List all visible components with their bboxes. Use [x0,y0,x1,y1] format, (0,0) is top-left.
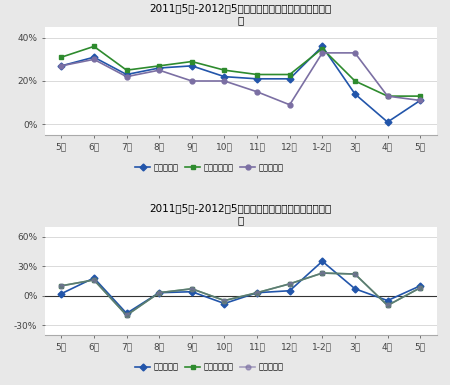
Line: 工业销售产值: 工业销售产值 [59,44,423,99]
Line: 工业总产值: 工业总产值 [59,259,423,316]
出口交货值 [157,68,162,72]
工业销售产值 [91,278,97,282]
工业总产值 [58,291,64,296]
出口交货值 [222,79,227,83]
工业总产值 [320,44,325,49]
工业销售产值 [418,286,423,290]
出口交货值 [189,286,194,291]
Line: 出口交货值: 出口交货值 [59,271,423,318]
工业总产值 [157,290,162,295]
工业销售产值 [189,286,194,291]
工业销售产值 [287,281,292,286]
工业销售产值 [254,290,260,295]
工业总产值 [91,276,97,280]
出口交货值 [352,50,358,55]
工业销售产值 [58,55,64,60]
Title: 2011年5月-2012年5月石化通用行业产销环比增长趋势
图: 2011年5月-2012年5月石化通用行业产销环比增长趋势 图 [149,203,332,225]
工业销售产值 [157,290,162,295]
出口交货值 [58,64,64,68]
工业总产值 [287,288,292,293]
工业销售产值 [124,313,129,318]
出口交货值 [385,303,390,308]
工业总产值 [254,290,260,295]
Legend: 工业总产值, 工业销售产值, 出口交货值: 工业总产值, 工业销售产值, 出口交货值 [135,363,284,372]
工业总产值 [352,92,358,96]
出口交货值 [320,271,325,275]
出口交货值 [124,313,129,318]
Title: 2011年5月-2012年5月石化通用行业产销同比增长趋势
图: 2011年5月-2012年5月石化通用行业产销同比增长趋势 图 [149,3,332,25]
工业总产值 [287,77,292,81]
工业销售产值 [385,303,390,308]
工业总产值 [58,64,64,68]
工业销售产值 [320,46,325,51]
工业销售产值 [222,298,227,303]
工业总产值 [91,55,97,60]
出口交货值 [124,74,129,79]
工业销售产值 [254,72,260,77]
出口交货值 [352,272,358,276]
出口交货值 [91,278,97,282]
出口交货值 [320,50,325,55]
工业销售产值 [352,79,358,83]
出口交货值 [418,98,423,103]
工业总产值 [320,259,325,264]
工业总产值 [352,286,358,291]
工业销售产值 [287,72,292,77]
工业总产值 [222,301,227,306]
Line: 出口交货值: 出口交货值 [59,50,423,107]
出口交货值 [254,89,260,94]
工业销售产值 [352,272,358,276]
出口交货值 [287,281,292,286]
出口交货值 [254,290,260,295]
Line: 工业销售产值: 工业销售产值 [59,271,423,318]
工业销售产值 [189,59,194,64]
工业总产值 [189,64,194,68]
工业总产值 [418,98,423,103]
工业销售产值 [385,94,390,99]
工业销售产值 [124,68,129,72]
工业总产值 [385,298,390,303]
工业销售产值 [58,283,64,288]
出口交货值 [287,102,292,107]
工业总产值 [254,77,260,81]
工业总产值 [189,290,194,294]
Legend: 工业总产值, 工业销售产值, 出口交货值: 工业总产值, 工业销售产值, 出口交货值 [135,163,284,172]
Line: 工业总产值: 工业总产值 [59,44,423,124]
出口交货值 [91,57,97,62]
工业销售产值 [222,68,227,72]
工业总产值 [385,120,390,124]
出口交货值 [385,94,390,99]
工业销售产值 [91,44,97,49]
工业总产值 [418,283,423,288]
工业总产值 [157,66,162,70]
出口交货值 [418,286,423,290]
工业总产值 [124,72,129,77]
出口交货值 [222,298,227,303]
工业总产值 [222,74,227,79]
出口交货值 [157,290,162,295]
工业销售产值 [418,94,423,99]
工业销售产值 [320,271,325,275]
出口交货值 [58,283,64,288]
工业总产值 [124,311,129,316]
工业销售产值 [157,64,162,68]
出口交货值 [189,79,194,83]
